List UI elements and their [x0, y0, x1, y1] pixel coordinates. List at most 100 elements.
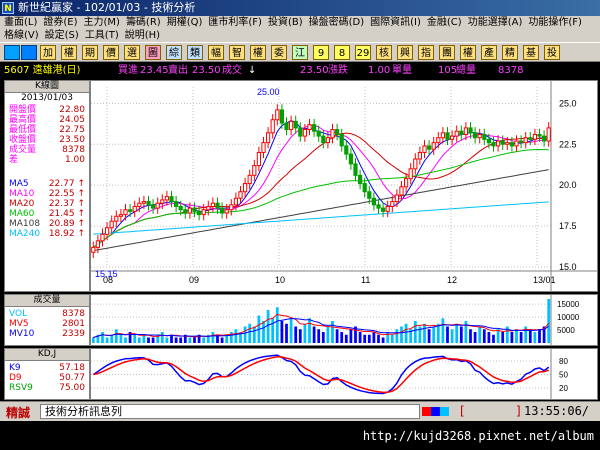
kd-chart-panel[interactable]: 80 50 20: [90, 348, 598, 400]
menu-item-2-2[interactable]: 工具(T): [84, 30, 119, 41]
volume-bar: [446, 326, 449, 343]
app-icon: N: [2, 2, 14, 14]
kline-stat-row: 最高價 24.05: [9, 115, 85, 125]
volume-bar: [404, 323, 408, 343]
kd-legend-row: D9 50.77: [9, 373, 85, 383]
back-icon[interactable]: [4, 45, 20, 60]
volume-chart-panel[interactable]: 15000 10000 5000: [90, 294, 598, 346]
toolbar-button-18[interactable]: 指: [418, 45, 434, 60]
forward-icon[interactable]: [21, 45, 37, 60]
menu-item-11[interactable]: 功能操作(F): [528, 17, 582, 28]
toolbar-button-4[interactable]: 選: [124, 45, 140, 60]
volume-bar: [229, 332, 233, 343]
candle-body: [192, 207, 197, 212]
volume-bar: [188, 337, 192, 343]
volume-bar: [206, 334, 210, 343]
ma-legend-value: 22.77 ↑: [48, 179, 85, 189]
kline-stat-label: 最高價: [9, 115, 37, 125]
volume-bar: [128, 332, 132, 343]
menu-item-7[interactable]: 操盤密碼(D): [308, 17, 365, 28]
toolbar-button-19[interactable]: 團: [439, 45, 455, 60]
volume-bar: [344, 334, 348, 343]
toolbar-button-7[interactable]: 類: [187, 45, 203, 60]
volume-bar: [312, 326, 316, 343]
volume-bar: [303, 323, 307, 343]
menu-item-9[interactable]: 金融(C): [426, 17, 462, 28]
volume-bar: [524, 326, 528, 343]
volume-bar: [271, 318, 275, 343]
toolbar-button-23[interactable]: 基: [523, 45, 539, 60]
menu-item-2-0[interactable]: 格線(V): [4, 30, 39, 41]
ma-legend-value: 21.45 ↑: [48, 209, 85, 219]
toolbar-button-24[interactable]: 投: [544, 45, 560, 60]
menu-item-4[interactable]: 期權(Q): [166, 17, 203, 28]
toolbar-button-13[interactable]: 9: [313, 45, 329, 60]
kline-stat-value: 22.80: [59, 105, 85, 115]
toolbar-button-20[interactable]: 權: [460, 45, 476, 60]
volume-bar: [372, 332, 376, 343]
volume-legend-label: MV10: [9, 329, 35, 339]
candle-body: [215, 202, 220, 209]
candle-body: [311, 124, 317, 132]
kline-panel-header: K線圖: [5, 81, 89, 93]
toolbar-button-16[interactable]: 核: [376, 45, 392, 60]
toolbar-button-2[interactable]: 期: [82, 45, 98, 60]
candle-body: [256, 151, 262, 167]
volume-bar: [335, 329, 339, 343]
toolbar-button-14[interactable]: 8: [334, 45, 350, 60]
toolbar-button-17[interactable]: 興: [397, 45, 413, 60]
menu-item-6[interactable]: 投資(B): [267, 17, 303, 28]
toolbar-button-12[interactable]: 江: [292, 45, 308, 60]
toolbar-button-10[interactable]: 權: [250, 45, 266, 60]
menu-item-2-1[interactable]: 設定(S): [44, 30, 79, 41]
toolbar-button-3[interactable]: 價: [103, 45, 119, 60]
volume-bar: [275, 307, 279, 343]
volume-bar: [179, 337, 183, 343]
menu-item-3[interactable]: 籌碼(R): [125, 17, 161, 28]
candle-body: [417, 151, 423, 160]
ma-legend-label: MA108: [9, 219, 41, 229]
volume-bar: [505, 326, 509, 343]
kline-stat-row: 最低價 22.75: [9, 125, 85, 135]
toolbar-button-1[interactable]: 權: [61, 45, 77, 60]
candle-body: [293, 120, 298, 129]
candle-body: [100, 233, 105, 242]
trade-value: 23.50: [300, 65, 329, 76]
menu-item-2-3[interactable]: 說明(H): [124, 30, 161, 41]
toolbar-button-8[interactable]: 幅: [208, 45, 224, 60]
y-tick-label: 80: [559, 357, 568, 366]
toolbar-button-0[interactable]: 加: [40, 45, 56, 60]
toolbar-button-5[interactable]: 圖: [145, 45, 161, 60]
total-label: 總量: [456, 65, 476, 76]
toolbar-button-11[interactable]: 委: [271, 45, 287, 60]
toolbar-button-15[interactable]: 29: [355, 45, 371, 60]
ma-legend-row: MA108 20.89 ↑: [9, 219, 85, 229]
volume-bar: [358, 332, 362, 343]
toolbar-button-21[interactable]: 產: [481, 45, 497, 60]
menu-item-1[interactable]: 證券(E): [43, 17, 78, 28]
menu-item-0[interactable]: 畫面(L): [4, 17, 38, 28]
candle-body: [509, 142, 515, 147]
menu-item-10[interactable]: 功能選擇(A): [467, 17, 523, 28]
candle-body: [459, 130, 464, 135]
unit-volume: 105: [438, 65, 458, 76]
menu-item-2[interactable]: 主力(M): [83, 17, 120, 28]
candle-body: [436, 137, 441, 144]
candle-body: [344, 145, 349, 155]
toolbar-button-9[interactable]: 智: [229, 45, 245, 60]
price-chart-panel[interactable]: 25.0 22.5 20.0 17.5 15.0 08 09 10 11 12 13/01 25.00…: [90, 80, 598, 292]
menu-item-8[interactable]: 國際資訊(I): [370, 17, 421, 28]
menu-item-5[interactable]: 匯市利率(F): [208, 17, 262, 28]
volume-bar: [349, 329, 353, 343]
kd-info-panel: KD,J K9 57.18 D9 50.77 RSV9 75.00: [4, 348, 90, 400]
kline-stat-row: 成交量 8378: [9, 145, 85, 155]
candle-body: [325, 137, 331, 144]
volume-bar: [289, 318, 293, 343]
kline-stat-label: 成交量: [9, 145, 37, 155]
toolbar-button-6[interactable]: 綜: [166, 45, 182, 60]
kline-stat-row: 收盤價 23.50: [9, 135, 85, 145]
toolbar-button-22[interactable]: 精: [502, 45, 518, 60]
candle-body: [486, 138, 492, 144]
candle-body: [270, 119, 275, 134]
candle-body: [431, 142, 436, 150]
